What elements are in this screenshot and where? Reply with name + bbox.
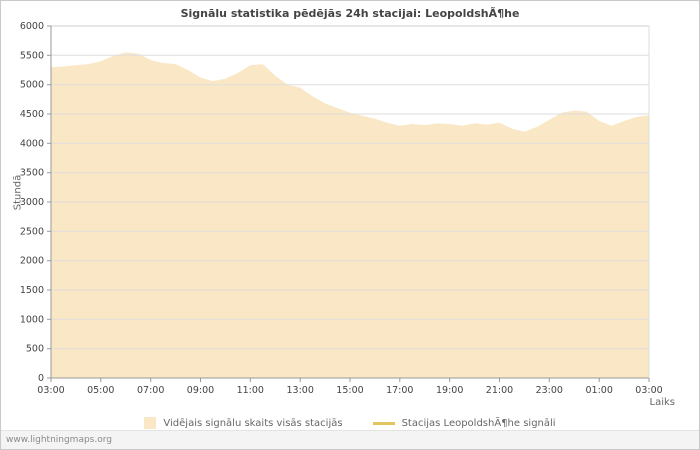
svg-text:5500: 5500 — [20, 50, 44, 61]
svg-text:500: 500 — [26, 344, 44, 355]
legend-label-station: Stacijas LeopoldshÃ¶he signāli — [401, 417, 556, 429]
svg-text:4000: 4000 — [20, 138, 44, 149]
svg-text:3500: 3500 — [20, 168, 44, 179]
x-axis-label: Laiks — [649, 397, 675, 408]
svg-text:07:00: 07:00 — [137, 385, 164, 396]
svg-text:13:00: 13:00 — [287, 385, 314, 396]
area-series — [51, 52, 649, 379]
svg-text:23:00: 23:00 — [536, 385, 563, 396]
svg-text:09:00: 09:00 — [187, 385, 214, 396]
y-axis-label: Stundā — [12, 174, 24, 211]
watermark-text: www.lightningmaps.org — [6, 435, 112, 445]
svg-text:19:00: 19:00 — [436, 385, 463, 396]
chart-legend: Vidējais signālu skaits visās stacijās S… — [1, 417, 699, 429]
svg-text:1500: 1500 — [20, 285, 44, 296]
svg-text:11:00: 11:00 — [237, 385, 264, 396]
legend-item-station: Stacijas LeopoldshÃ¶he signāli — [372, 417, 556, 429]
svg-text:03:00: 03:00 — [635, 385, 662, 396]
legend-item-average: Vidējais signālu skaits visās stacijās — [144, 417, 343, 429]
area-swatch — [144, 417, 157, 429]
signal-area-chart: 0 500 1000 1500 2000 2500 3000 3500 4000 4500 5000… — [20, 21, 663, 396]
svg-text:4500: 4500 — [20, 109, 44, 120]
svg-text:2000: 2000 — [20, 256, 44, 267]
svg-text:21:00: 21:00 — [486, 385, 513, 396]
chart-title: Signālu statistika pēdējās 24h stacijai:… — [180, 7, 520, 20]
svg-text:3000: 3000 — [20, 197, 44, 208]
svg-text:0: 0 — [38, 373, 44, 384]
svg-text:15:00: 15:00 — [336, 385, 363, 396]
svg-text:01:00: 01:00 — [586, 385, 613, 396]
svg-text:05:00: 05:00 — [87, 385, 114, 396]
footer-bar: www.lightningmaps.org — [1, 430, 699, 449]
svg-text:5000: 5000 — [20, 80, 44, 91]
line-swatch — [372, 421, 395, 425]
svg-text:17:00: 17:00 — [386, 385, 413, 396]
svg-text:2500: 2500 — [20, 226, 44, 237]
legend-label-average: Vidējais signālu skaits visās stacijās — [163, 417, 343, 429]
svg-text:1000: 1000 — [20, 314, 44, 325]
svg-text:03:00: 03:00 — [37, 385, 64, 396]
svg-text:6000: 6000 — [20, 21, 44, 32]
